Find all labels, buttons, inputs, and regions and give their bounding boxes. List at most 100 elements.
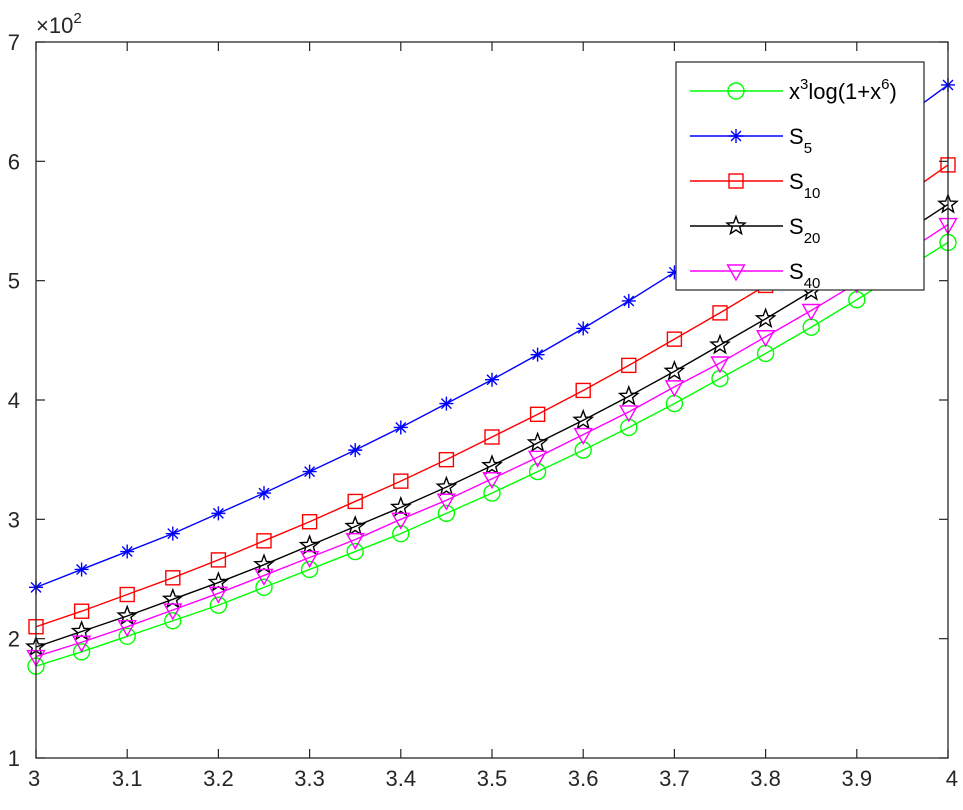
data-point-2-9: [438, 451, 455, 468]
data-point-2-2: [119, 586, 135, 603]
data-point-4-10: [482, 472, 502, 490]
x-tick-label-0: 3: [28, 766, 40, 791]
x-tick-label-10: 4: [946, 766, 958, 791]
data-point-0-15: [711, 369, 729, 388]
legend-label-1: S5: [789, 124, 812, 157]
x-tick-label-2: 3.2: [203, 766, 234, 791]
data-point-2-3: [165, 570, 181, 586]
data-point-3-10: [481, 454, 503, 475]
x-tick-label-5: 3.5: [477, 766, 508, 791]
data-point-4-15: [710, 356, 730, 374]
data-point-2-13: [621, 357, 637, 374]
legend-label-3: S20: [789, 214, 820, 247]
legend-marker-1: [729, 129, 743, 143]
legend-item-3: S20: [690, 214, 820, 247]
y-tick-label-1: 2: [8, 627, 20, 652]
data-point-1-14: [667, 265, 682, 280]
data-point-1-9: [439, 396, 454, 411]
data-point-4-7: [345, 532, 365, 551]
y-tick-label-5: 6: [8, 149, 20, 174]
data-point-4-1: [71, 635, 92, 653]
data-point-4-17: [801, 303, 821, 321]
data-point-2-5: [256, 533, 272, 549]
data-point-4-2: [117, 620, 137, 638]
data-point-4-12: [573, 427, 593, 446]
data-point-4-11: [527, 450, 548, 468]
data-point-1-4: [211, 506, 226, 521]
y-tick-label-0: 1: [8, 746, 20, 771]
data-point-0-5: [255, 578, 273, 597]
data-point-0-8: [392, 524, 410, 543]
legend-item-4: S40: [690, 259, 820, 292]
data-point-0-12: [574, 441, 592, 459]
data-point-0-3: [164, 612, 182, 630]
data-point-3-14: [663, 359, 686, 381]
y-exponent-label: ×102: [36, 10, 82, 38]
legend-label-0: x3log(1+x6): [789, 76, 897, 104]
data-point-3-3: [161, 587, 184, 609]
series-layer: [25, 77, 959, 675]
data-point-3-4: [207, 571, 230, 592]
data-point-1-7: [348, 443, 363, 458]
data-point-4-3: [163, 603, 183, 621]
data-point-1-1: [74, 562, 89, 577]
data-point-1-10: [485, 372, 499, 387]
x-tick-label-6: 3.6: [568, 766, 599, 791]
legend-label-2: S10: [789, 169, 820, 202]
data-point-3-16: [754, 307, 777, 329]
y-tick-label-2: 3: [8, 507, 20, 532]
data-point-4-13: [619, 405, 639, 423]
legend-box: [675, 61, 925, 291]
data-point-0-11: [528, 462, 547, 481]
legend-marker-3: [725, 214, 747, 236]
legend-marker-0: [727, 82, 745, 100]
legend-item-1: S5: [690, 124, 812, 157]
data-point-2-15: [712, 305, 728, 321]
data-point-1-6: [302, 464, 317, 479]
series-line-3: [35, 203, 949, 648]
data-point-3-15: [709, 333, 731, 355]
x-tick-label-7: 3.7: [659, 766, 690, 791]
data-point-3-11: [526, 431, 549, 453]
legend-item-2: S10: [690, 169, 820, 202]
data-point-2-14: [666, 331, 683, 347]
x-tick-label-9: 3.9: [842, 766, 873, 791]
data-point-1-8: [393, 420, 408, 435]
data-point-4-8: [391, 512, 411, 530]
data-point-2-11: [529, 406, 546, 423]
data-point-4-5: [254, 568, 274, 586]
y-tick-label-6: 7: [8, 30, 20, 55]
data-point-3-1: [70, 620, 93, 641]
series-line-4: [35, 223, 949, 658]
data-point-3-8: [389, 495, 412, 517]
data-point-0-6: [300, 560, 319, 579]
data-point-0-4: [209, 596, 228, 614]
ticks-layer: 3 3.1 3.2 3.3 3.4 3.5 3.6 3.7 3.8 3.9 4 1 2 3 4 5 6 7: [8, 30, 958, 791]
data-point-4-16: [755, 330, 776, 348]
data-point-1-5: [257, 486, 271, 501]
x-tick-label-1: 3.1: [112, 766, 143, 791]
y-tick-label-3: 4: [8, 388, 20, 413]
data-point-1-12: [576, 321, 591, 336]
x-tick-label-3: 3.3: [294, 766, 325, 791]
data-point-3-6: [298, 534, 321, 555]
legend-marker-4: [726, 264, 746, 282]
data-point-2-10: [484, 429, 500, 445]
legend-label-4: S40: [789, 259, 820, 292]
data-point-3-5: [253, 553, 275, 574]
data-point-0-10: [483, 484, 501, 502]
data-point-3-2: [116, 604, 139, 626]
data-point-0-7: [346, 542, 364, 561]
data-point-0-13: [620, 418, 638, 437]
y-tick-label-4: 5: [8, 269, 20, 294]
data-point-2-4: [210, 552, 227, 568]
data-point-4-9: [436, 493, 457, 511]
data-point-2-8: [393, 473, 409, 489]
data-point-3-9: [435, 475, 458, 497]
data-point-3-12: [572, 408, 595, 430]
x-tick-label-8: 3.8: [750, 766, 781, 791]
data-point-2-7: [347, 493, 363, 510]
legend-marker-2: [728, 173, 744, 189]
data-point-4-6: [299, 550, 320, 568]
